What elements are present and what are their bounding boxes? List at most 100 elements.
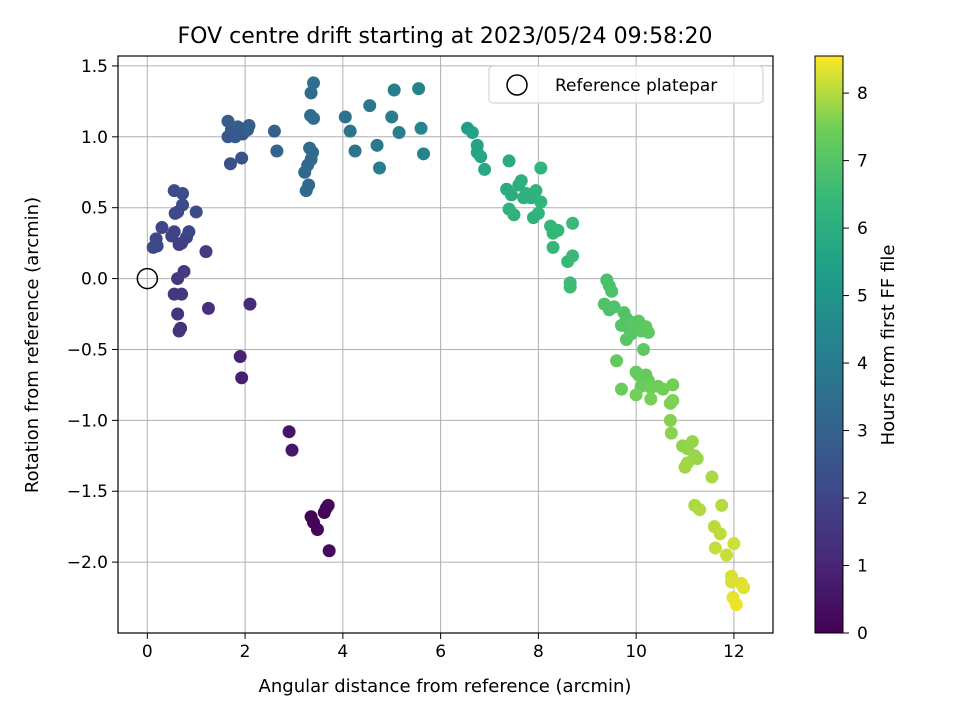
data-point [610, 354, 624, 368]
scatter-points [146, 76, 751, 612]
data-point [242, 118, 256, 132]
data-point [729, 598, 743, 612]
colorbar-label: Hours from first FF file [878, 245, 899, 446]
x-tick-label: 2 [240, 642, 251, 662]
data-point [171, 307, 185, 321]
colorbar-tick-label: 3 [857, 422, 868, 442]
data-point [465, 126, 479, 140]
data-point [663, 413, 677, 427]
data-point [306, 145, 320, 159]
data-point [690, 452, 704, 466]
data-point [285, 443, 299, 457]
data-point [172, 324, 186, 338]
data-point [243, 297, 257, 311]
colorbar-tick-label: 1 [857, 557, 868, 577]
colorbar-tick-label: 5 [857, 287, 868, 307]
colorbar-tick-label: 0 [857, 624, 868, 644]
data-point [531, 206, 545, 220]
data-point [478, 162, 492, 176]
data-point [713, 527, 727, 541]
data-point [221, 114, 235, 128]
data-point [666, 378, 680, 392]
x-tick-label: 12 [723, 642, 745, 662]
data-point [507, 208, 521, 222]
data-point [551, 223, 565, 237]
data-point [307, 111, 321, 125]
data-point [304, 86, 318, 100]
data-point [338, 110, 352, 124]
data-point [644, 392, 658, 406]
y-tick-label: −1.5 [67, 482, 108, 502]
data-point [235, 151, 249, 165]
data-point [167, 225, 181, 239]
x-tick-label: 4 [337, 642, 348, 662]
data-point [474, 150, 488, 164]
data-point [189, 205, 203, 219]
data-point [514, 174, 528, 188]
data-point [607, 300, 621, 314]
y-tick-label: −2.0 [67, 553, 108, 573]
x-axis-label: Angular distance from reference (arcmin) [259, 676, 632, 697]
x-axis-ticks: 0 2 4 6 8 10 12 [142, 633, 745, 662]
data-point [343, 124, 357, 138]
data-point [614, 382, 628, 396]
data-point [363, 99, 377, 113]
legend-label: Reference platepar [555, 76, 717, 96]
data-point [693, 503, 707, 517]
data-point [678, 460, 692, 474]
data-point [302, 178, 316, 192]
colorbar-ticks: 0 1 2 3 4 5 6 7 8 [843, 84, 868, 644]
y-axis-label: Rotation from reference (arcmin) [22, 197, 43, 493]
data-point [641, 325, 655, 339]
y-tick-label: 0.0 [81, 270, 108, 290]
data-point [385, 110, 399, 124]
data-point [708, 541, 722, 555]
colorbar-tick-label: 6 [857, 219, 868, 239]
data-point [231, 120, 245, 134]
data-point [155, 221, 169, 235]
data-point [310, 523, 324, 537]
data-point [705, 470, 719, 484]
data-point [414, 121, 428, 135]
data-point [720, 548, 734, 562]
data-point [664, 426, 678, 440]
data-point [233, 350, 247, 364]
grid [118, 56, 773, 633]
data-point [199, 245, 213, 259]
data-point [534, 161, 548, 175]
reference-point-marker [136, 267, 159, 290]
data-point [223, 157, 237, 171]
data-point [566, 249, 580, 263]
data-point [282, 425, 296, 439]
data-point [629, 388, 643, 402]
colorbar-tick-label: 2 [857, 489, 868, 509]
legend: Reference platepar [488, 65, 764, 104]
data-point [387, 83, 401, 97]
data-point [392, 126, 406, 140]
data-point [412, 82, 426, 96]
colorbar [814, 55, 844, 634]
data-point [201, 301, 215, 315]
data-point [175, 287, 189, 301]
y-tick-label: 1.5 [81, 57, 108, 77]
y-tick-label: 1.0 [81, 128, 108, 148]
data-point [348, 144, 362, 158]
data-point [502, 154, 516, 168]
data-point [182, 225, 196, 239]
data-point [666, 393, 680, 407]
data-point [176, 198, 190, 212]
data-point [150, 239, 164, 253]
data-point [529, 184, 543, 198]
colorbar-tick-label: 4 [857, 354, 868, 374]
data-point [235, 371, 249, 385]
data-point [656, 382, 670, 396]
data-point [321, 498, 335, 512]
data-point [546, 240, 560, 254]
data-point [270, 144, 284, 158]
data-point [370, 138, 384, 152]
x-tick-label: 0 [142, 642, 153, 662]
legend-marker [506, 74, 528, 96]
data-point [176, 187, 190, 201]
data-point [737, 581, 751, 595]
